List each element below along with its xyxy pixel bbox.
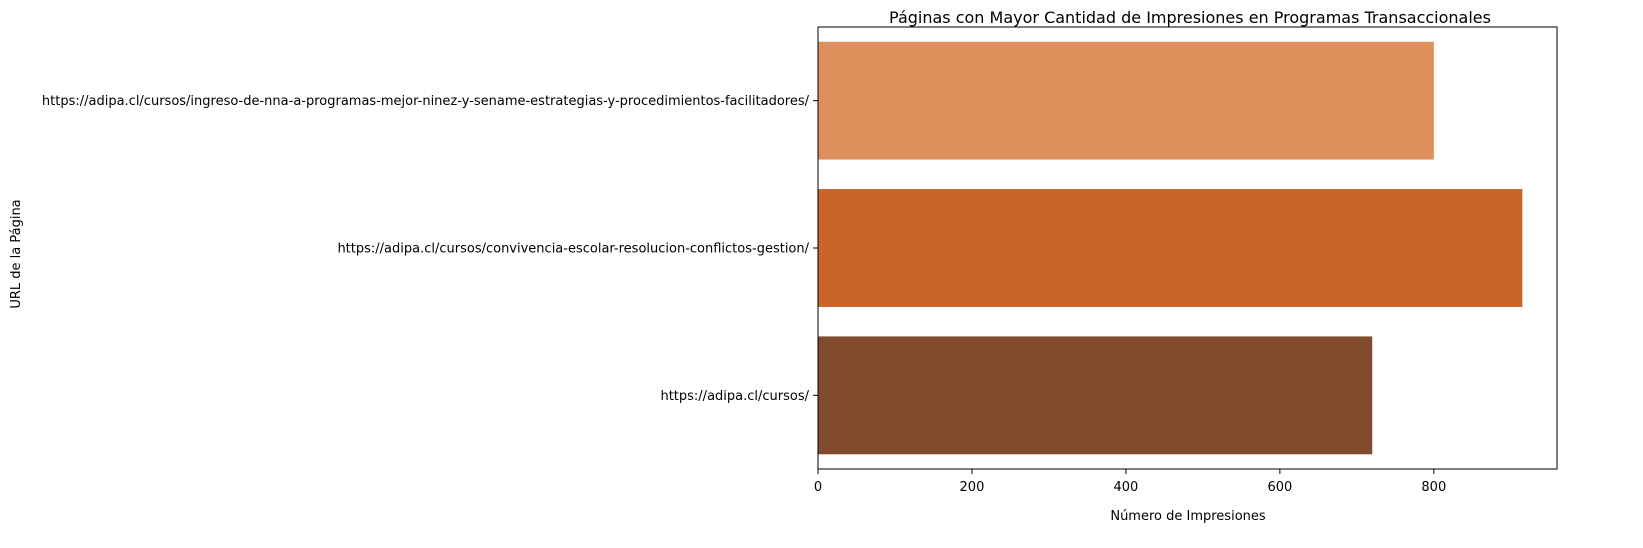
x-tick-label: 200	[960, 480, 985, 495]
x-ticks-group: 0 200 400 600 800	[814, 469, 1446, 495]
y-ticks-group: https://adipa.cl/cursos/ingreso-de-nna-a…	[42, 94, 818, 404]
x-tick-label: 400	[1114, 480, 1139, 495]
x-tick-label: 800	[1421, 480, 1446, 495]
y-tick-label: https://adipa.cl/cursos/	[660, 389, 809, 404]
bar-1	[818, 41, 1434, 160]
chart-title: Páginas con Mayor Cantidad de Impresione…	[889, 8, 1491, 27]
x-axis-label: Número de Impresiones	[1110, 509, 1266, 524]
bars-group	[818, 41, 1523, 455]
bar-3	[818, 336, 1373, 455]
plot-frame	[817, 26, 1558, 470]
x-tick-label: 0	[814, 480, 822, 495]
y-tick-label: https://adipa.cl/cursos/ingreso-de-nna-a…	[42, 94, 810, 109]
y-tick-label: https://adipa.cl/cursos/convivencia-esco…	[337, 242, 809, 257]
x-tick-label: 600	[1267, 480, 1292, 495]
bar-2	[818, 189, 1523, 307]
y-axis-label: URL de la Página	[9, 199, 24, 308]
